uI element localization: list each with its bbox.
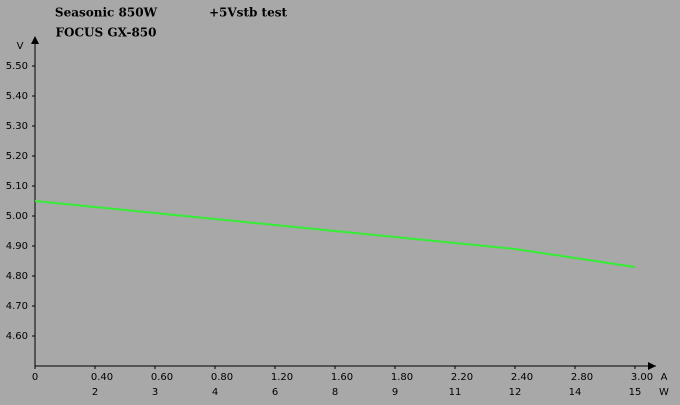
x2-tick-label: 12 <box>509 387 522 398</box>
x-tick-label: 0 <box>32 372 38 383</box>
y-tick-label: 5.10 <box>6 181 28 192</box>
line <box>34 200 636 268</box>
x-tick-label: 0.80 <box>211 372 233 383</box>
y-tick-label: 5.50 <box>6 61 28 72</box>
y-tick-label: 4.60 <box>6 331 28 342</box>
x-arrow <box>648 362 656 370</box>
chart-title: Seasonic 850W <box>55 6 158 20</box>
x2-tick-label: 4 <box>212 387 218 398</box>
x2-tick-label: 3 <box>152 387 158 398</box>
y-tick-label: 5.30 <box>6 121 28 132</box>
x-tick-label: 1.60 <box>331 372 353 383</box>
x-tick-label: 2.20 <box>451 372 473 383</box>
y-axis-label: V <box>17 41 24 52</box>
x2-tick-label: 8 <box>332 387 338 398</box>
x-tick-label: 2.80 <box>571 372 593 383</box>
x-tick-label: 0.40 <box>91 372 113 383</box>
x2-tick-label: 2 <box>92 387 98 398</box>
x-tick-label: 1.20 <box>271 372 293 383</box>
x2-axis-label: W <box>659 387 669 398</box>
y-arrow <box>31 36 39 44</box>
y-tick-label: 4.80 <box>6 271 28 282</box>
x2-tick-label: 11 <box>449 387 462 398</box>
x-tick-label: 1.80 <box>391 372 413 383</box>
x-tick-label: 2.40 <box>511 372 533 383</box>
y-tick-label: 5.20 <box>6 151 28 162</box>
x2-tick-label: 15 <box>629 387 642 398</box>
x2-tick-label: 6 <box>272 387 278 398</box>
x-axis-label: A <box>661 372 668 383</box>
annotation: +5Vstb test <box>209 6 288 20</box>
y-tick-label: 4.90 <box>6 241 28 252</box>
x2-tick-label: 14 <box>569 387 582 398</box>
y-tick-label: 5.40 <box>6 91 28 102</box>
y-tick-label: 5.00 <box>6 211 28 222</box>
y-tick-label: 4.70 <box>6 301 28 312</box>
x-tick-label: 0.60 <box>151 372 173 383</box>
x2-tick-label: 9 <box>392 387 398 398</box>
chart-subtitle: FOCUS GX-850 <box>56 26 157 40</box>
x-tick-label: 3.00 <box>631 372 653 383</box>
